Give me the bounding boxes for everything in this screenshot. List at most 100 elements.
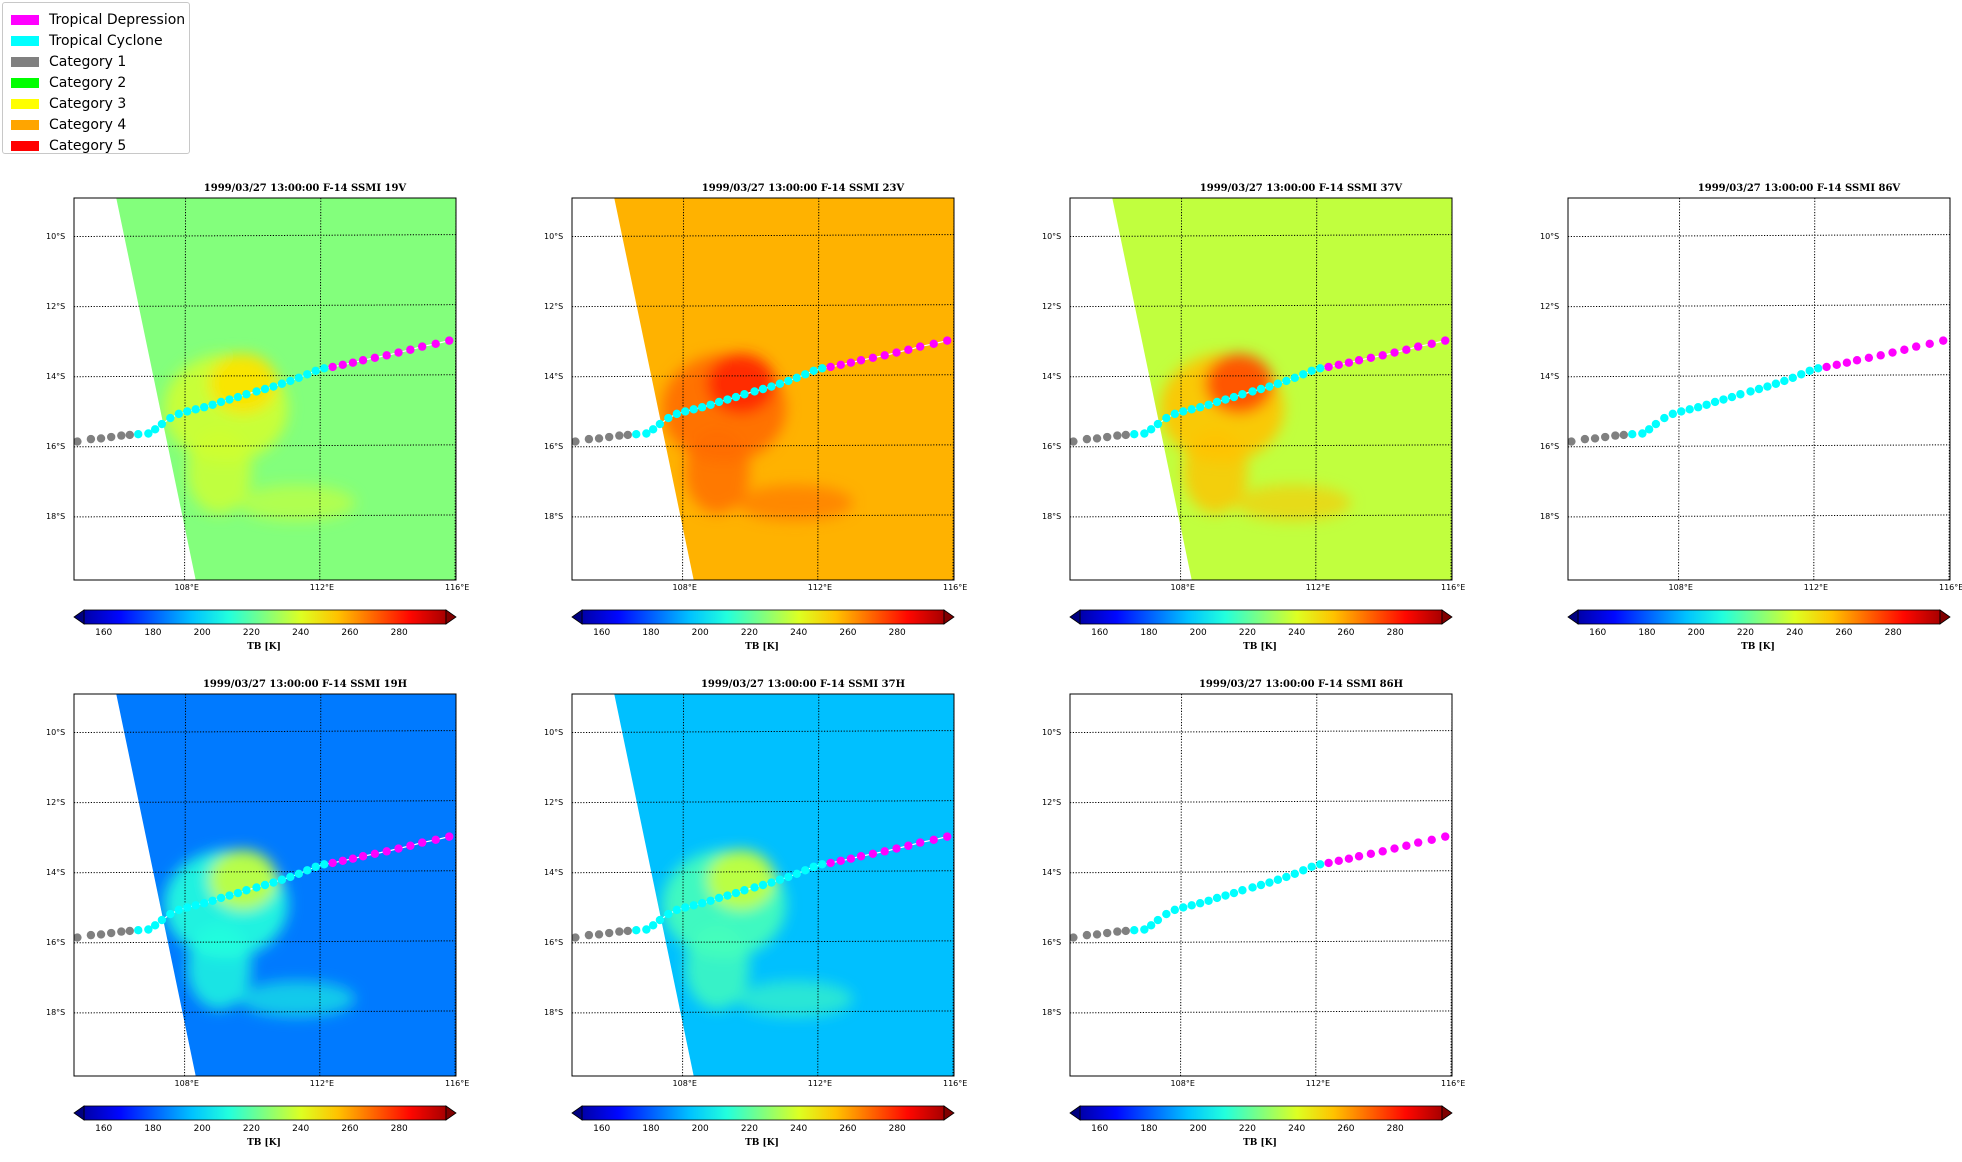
track-point: [319, 364, 329, 373]
lat-label: 16°S: [1042, 937, 1062, 947]
track-point: [915, 342, 925, 351]
lon-gridline: [1315, 694, 1318, 1076]
lon-label: 112°E: [309, 583, 335, 592]
track-point: [1265, 382, 1274, 391]
colorbar-tick-label: 180: [144, 1124, 162, 1134]
track-point: [431, 339, 440, 348]
colorbar-label: TB [K]: [1741, 642, 1775, 652]
lat-gridline: [572, 444, 954, 448]
colorbar-label: TB [K]: [1243, 642, 1277, 652]
track-point: [191, 901, 200, 910]
map-plot-area: [1568, 198, 1950, 580]
track-point: [943, 336, 952, 345]
colorbar-tick-label: 280: [390, 1124, 408, 1134]
lat-label: 16°S: [1042, 441, 1062, 451]
tb-blob: [239, 980, 356, 1017]
colorbar-tick-label: 240: [790, 628, 808, 638]
track-point: [632, 926, 641, 935]
colorbar-tick-label: 280: [888, 628, 906, 638]
track-point: [784, 872, 793, 882]
track-point: [1427, 339, 1436, 348]
track-point: [1334, 856, 1343, 866]
track-point: [1153, 915, 1163, 925]
track-point: [943, 832, 952, 841]
legend-item: Category 2: [11, 72, 181, 93]
colorbar-tick-label: 280: [390, 628, 408, 638]
track-point: [431, 835, 440, 844]
track-point: [1229, 888, 1239, 898]
track-point: [117, 431, 126, 440]
track-point: [1212, 893, 1222, 903]
lat-gridline: [1568, 444, 1950, 448]
track-point: [784, 376, 793, 386]
colorbar-tick-label: 160: [95, 1124, 113, 1134]
track-point: [1307, 366, 1316, 375]
track-point: [929, 835, 938, 844]
track-point: [664, 909, 673, 919]
track-point: [1344, 358, 1354, 367]
colorbar-min-extend: [1069, 609, 1081, 625]
track-point: [594, 930, 604, 939]
track-point: [348, 358, 358, 367]
lon-label: 108°E: [1668, 583, 1693, 592]
panel-title: 1999/03/27 13:00:00 F-14 SSMI 86H: [1198, 679, 1404, 690]
colorbar-tick-label: 280: [888, 1124, 906, 1134]
track-point: [1146, 921, 1156, 930]
track-point: [445, 336, 454, 345]
track-point: [1344, 854, 1354, 863]
map-svg: [1567, 197, 1951, 625]
track-point: [915, 838, 925, 847]
colorbar-tick-label: 200: [1189, 628, 1207, 638]
lat-label: 16°S: [544, 937, 564, 947]
lon-gridline: [682, 198, 685, 580]
track-point: [758, 384, 768, 394]
lat-gridline: [74, 444, 456, 448]
track-point: [697, 899, 707, 908]
lat-label: 18°S: [544, 511, 564, 521]
track-point: [174, 409, 183, 419]
colorbar-tick-label: 200: [193, 628, 211, 638]
colorbar: [83, 1105, 447, 1121]
lat-label: 14°S: [46, 371, 66, 381]
track-point: [1334, 360, 1343, 370]
lat-label: 18°S: [544, 1007, 564, 1017]
track-point: [615, 431, 624, 440]
track-point: [689, 405, 698, 414]
colorbar-min-extend: [571, 1105, 583, 1121]
map-svg: [571, 197, 955, 625]
track-point: [1140, 429, 1149, 438]
colorbar-tick-label: 180: [1140, 628, 1158, 638]
track-point: [1221, 395, 1230, 404]
track-point: [929, 339, 938, 348]
map-frame: [1069, 197, 1453, 581]
panel-title: 1999/03/27 13:00:00 F-14 SSMI 37V: [1199, 183, 1403, 194]
track-point: [809, 862, 818, 871]
lat-label: 12°S: [1042, 301, 1062, 311]
track-point: [836, 856, 845, 866]
map-svg: [73, 197, 457, 625]
lat-label: 18°S: [1540, 511, 1560, 521]
track-point: [144, 925, 153, 934]
track-point: [664, 413, 673, 423]
track-point: [1911, 342, 1921, 351]
tb-blob: [737, 980, 854, 1017]
track-point: [904, 841, 913, 850]
track-point: [868, 353, 878, 363]
track-point: [1130, 926, 1139, 935]
lat-label: 12°S: [46, 797, 66, 807]
track-point: [904, 345, 913, 354]
tb-blob: [685, 429, 750, 514]
map-panel: 1999/03/27 13:00:00 F-14 SSMI 37V 10°S 12°…: [1042, 178, 1536, 658]
legend-label: Category 2: [49, 74, 127, 91]
tb-anomaly: [662, 353, 854, 521]
track-point: [750, 387, 759, 396]
colorbar-tick-label: 200: [1687, 628, 1705, 638]
colorbar-tick-label: 260: [1337, 628, 1355, 638]
track-point: [294, 869, 304, 878]
colorbar-max-extend: [445, 1105, 457, 1121]
track-point: [394, 844, 403, 853]
track-line: [77, 836, 450, 939]
track-point: [294, 373, 304, 382]
map-plot-area: [74, 198, 456, 580]
legend-item: Category 4: [11, 114, 181, 135]
